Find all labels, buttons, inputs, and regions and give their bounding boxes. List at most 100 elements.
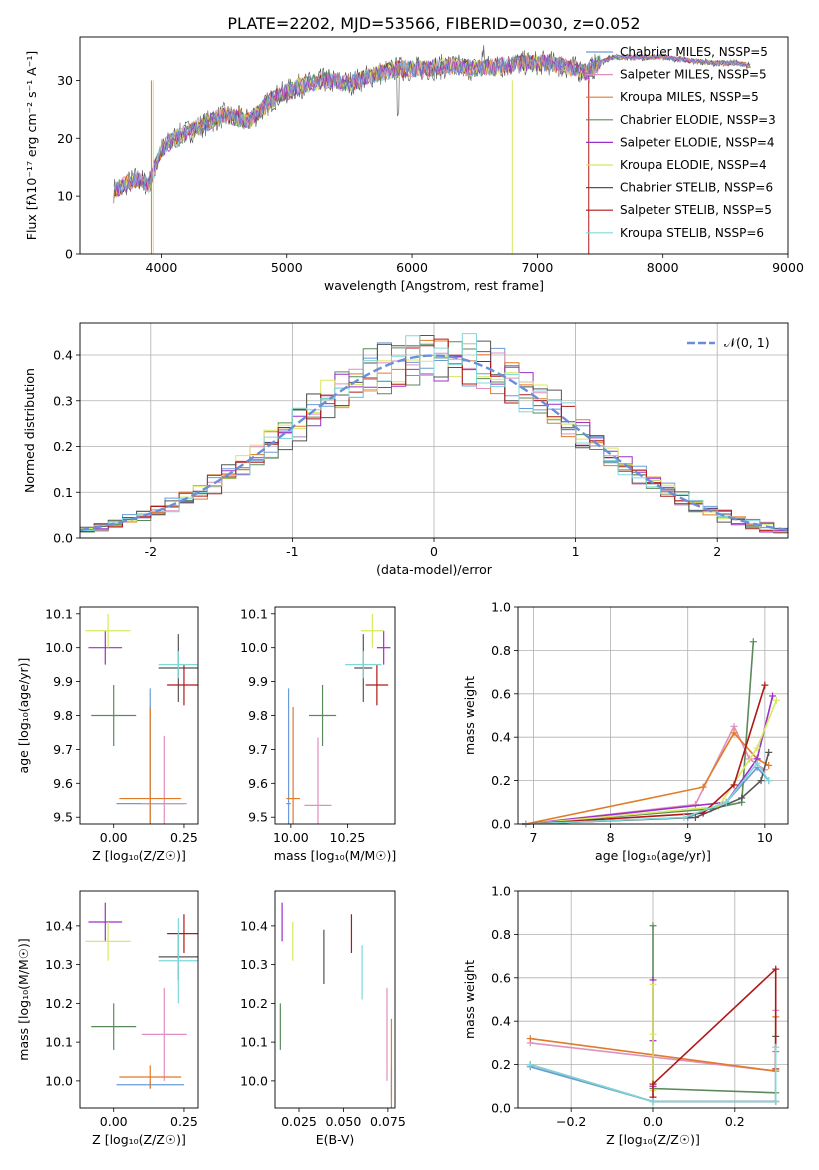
y-tick-label: 0.4 bbox=[53, 348, 73, 363]
legend-entry: Salpeter ELODIE, NSSP=4 bbox=[620, 135, 775, 149]
x-axis-label: Z [log₁₀(Z/Z☉)] bbox=[92, 848, 186, 863]
x-tick-label: 10.00 bbox=[273, 830, 309, 845]
x-tick-label: 9000 bbox=[772, 260, 804, 275]
y-tick-label: 9.7 bbox=[53, 742, 73, 757]
spectrum-panel: 4000 5000 6000 7000 8000 9000 0 10 20 30 wavelengt… bbox=[24, 36, 804, 293]
y-tick-label: 0.4 bbox=[491, 1014, 511, 1029]
x-tick-label: 0.0 bbox=[643, 1114, 663, 1129]
y-axis-label: Flux [fλ10⁻¹⁷ erg cm⁻² s⁻¹ A⁻¹] bbox=[24, 51, 39, 240]
x-axis-label: Z [log₁₀(Z/Z☉)] bbox=[606, 1132, 700, 1147]
histogram-step bbox=[80, 333, 788, 533]
x-tick-label: 0.25 bbox=[170, 830, 198, 845]
x-tick-label: 0.2 bbox=[725, 1114, 745, 1129]
axes-frame bbox=[274, 890, 396, 1109]
legend-entry: 𝒩(0, 1) bbox=[724, 335, 770, 350]
legend-entry: Salpeter STELIB, NSSP=5 bbox=[620, 203, 772, 217]
axes-frame bbox=[79, 890, 199, 1109]
x-axis-label: (data-model)/error bbox=[376, 562, 493, 577]
legend-entry: Chabrier MILES, NSSP=5 bbox=[620, 45, 768, 59]
y-tick-label: 0.1 bbox=[53, 485, 73, 500]
y-tick-label: 0.2 bbox=[491, 1057, 511, 1072]
x-axis-label: Z [log₁₀(Z/Z☉)] bbox=[92, 1132, 186, 1147]
x-axis-label: age [log₁₀(age/yr)] bbox=[595, 848, 711, 863]
axes-frame bbox=[274, 606, 396, 825]
x-tick-label: 8000 bbox=[647, 260, 679, 275]
mass_vs_ebv-panel: 0.025 0.050 0.075 10.0 10.1 10.2 10.3 10.4 E(B-V… bbox=[240, 890, 406, 1147]
x-tick-label: 5000 bbox=[271, 260, 303, 275]
y-tick-label: 10.0 bbox=[45, 640, 73, 655]
y-tick-label: 1.0 bbox=[491, 884, 511, 899]
y-tick-label: 9.7 bbox=[248, 742, 268, 757]
y-tick-label: 10.2 bbox=[45, 996, 73, 1011]
x-tick-label: 10 bbox=[757, 830, 773, 845]
y-tick-label: 10.0 bbox=[240, 1073, 268, 1088]
y-tick-label: 10.4 bbox=[45, 918, 73, 933]
y-tick-label: 10.1 bbox=[45, 1035, 73, 1050]
legend-entry: Chabrier ELODIE, NSSP=3 bbox=[620, 113, 776, 127]
y-axis-label: mass weight bbox=[462, 960, 477, 1039]
x-axis-label: wavelength [Angstrom, rest frame] bbox=[324, 278, 544, 293]
residuals-panel: -2 -1 0 1 2 0.0 0.1 0.2 0.3 0.4 (data-model)/error… bbox=[22, 322, 789, 577]
figure-title: PLATE=2202, MJD=53566, FIBERID=0030, z=0… bbox=[227, 14, 640, 33]
y-tick-label: 10.1 bbox=[45, 606, 73, 621]
x-tick-label: 6000 bbox=[396, 260, 428, 275]
y-tick-label: 10.0 bbox=[45, 1073, 73, 1088]
y-tick-label: 0.0 bbox=[491, 1101, 511, 1116]
x-tick-label: 0.075 bbox=[370, 1114, 406, 1129]
y-tick-label: 0.0 bbox=[53, 531, 73, 546]
axes-frame bbox=[517, 606, 789, 825]
mass-weight-line bbox=[530, 1047, 777, 1103]
mass-weight-line bbox=[525, 761, 770, 825]
legend-entry: Chabrier STELIB, NSSP=6 bbox=[620, 181, 773, 195]
y-tick-label: 0.2 bbox=[491, 773, 511, 788]
x-tick-label: 7 bbox=[529, 830, 537, 845]
x-tick-label: 7000 bbox=[521, 260, 553, 275]
y-axis-label: mass [log₁₀(M/M☉)] bbox=[16, 938, 31, 1060]
y-axis-label: age [log₁₀(age/yr)] bbox=[16, 658, 31, 774]
x-tick-label: −0.2 bbox=[556, 1114, 586, 1129]
legend-entry: Kroupa ELODIE, NSSP=4 bbox=[620, 158, 767, 172]
legend-entry: Kroupa MILES, NSSP=5 bbox=[620, 90, 759, 104]
y-tick-label: 0.3 bbox=[53, 393, 73, 408]
x-tick-label: 0.25 bbox=[170, 1114, 198, 1129]
y-tick-label: 9.8 bbox=[248, 708, 268, 723]
y-tick-label: 9.6 bbox=[53, 776, 73, 791]
y-tick-label: 10.1 bbox=[240, 1035, 268, 1050]
legend-entry: Salpeter MILES, NSSP=5 bbox=[620, 68, 767, 82]
axes-frame bbox=[79, 322, 789, 539]
y-tick-label: 10.4 bbox=[240, 918, 268, 933]
y-tick-label: 9.5 bbox=[53, 810, 73, 825]
y-tick-label: 20 bbox=[57, 131, 73, 146]
x-tick-label: 0.00 bbox=[100, 830, 128, 845]
x-tick-label: 2 bbox=[713, 544, 721, 559]
y-tick-label: 9.8 bbox=[53, 708, 73, 723]
x-tick-label: 0.00 bbox=[100, 1114, 128, 1129]
mass-weight-line bbox=[525, 684, 766, 825]
y-tick-label: 0.8 bbox=[491, 927, 511, 942]
y-tick-label: 1.0 bbox=[491, 600, 511, 615]
y-tick-label: 0.4 bbox=[491, 730, 511, 745]
mass_vs_Z-panel: 0.00 0.25 10.0 10.1 10.2 10.3 10.4 Z [log₁₀(Z/Z… bbox=[16, 890, 199, 1147]
mass_weight_vs_Z-panel: −0.2 0.0 0.2 0.0 0.2 0.4 0.6 0.8 1.0 Z [log₁₀(Z/Z… bbox=[462, 884, 789, 1147]
y-tick-label: 0.8 bbox=[491, 643, 511, 658]
x-axis-label: E(B-V) bbox=[316, 1132, 355, 1147]
x-tick-label: 10.25 bbox=[330, 830, 366, 845]
gaussian-curve bbox=[79, 354, 789, 532]
x-tick-label: 8 bbox=[607, 830, 615, 845]
x-tick-label: 1 bbox=[572, 544, 580, 559]
axes-frame bbox=[517, 890, 789, 1109]
y-tick-label: 10.0 bbox=[240, 640, 268, 655]
x-tick-label: -1 bbox=[286, 544, 298, 559]
mass-weight-line bbox=[525, 699, 778, 825]
mass-weight-line bbox=[652, 967, 777, 1098]
y-axis-label: mass weight bbox=[462, 676, 477, 755]
x-tick-label: 0.050 bbox=[326, 1114, 362, 1129]
mass-weight-line bbox=[525, 641, 755, 825]
y-tick-label: 9.5 bbox=[248, 810, 268, 825]
y-tick-label: 0.2 bbox=[53, 439, 73, 454]
histogram-step bbox=[80, 338, 788, 534]
y-tick-label: 0.6 bbox=[491, 970, 511, 985]
y-tick-label: 10.3 bbox=[240, 957, 268, 972]
y-tick-label: 9.9 bbox=[53, 674, 73, 689]
